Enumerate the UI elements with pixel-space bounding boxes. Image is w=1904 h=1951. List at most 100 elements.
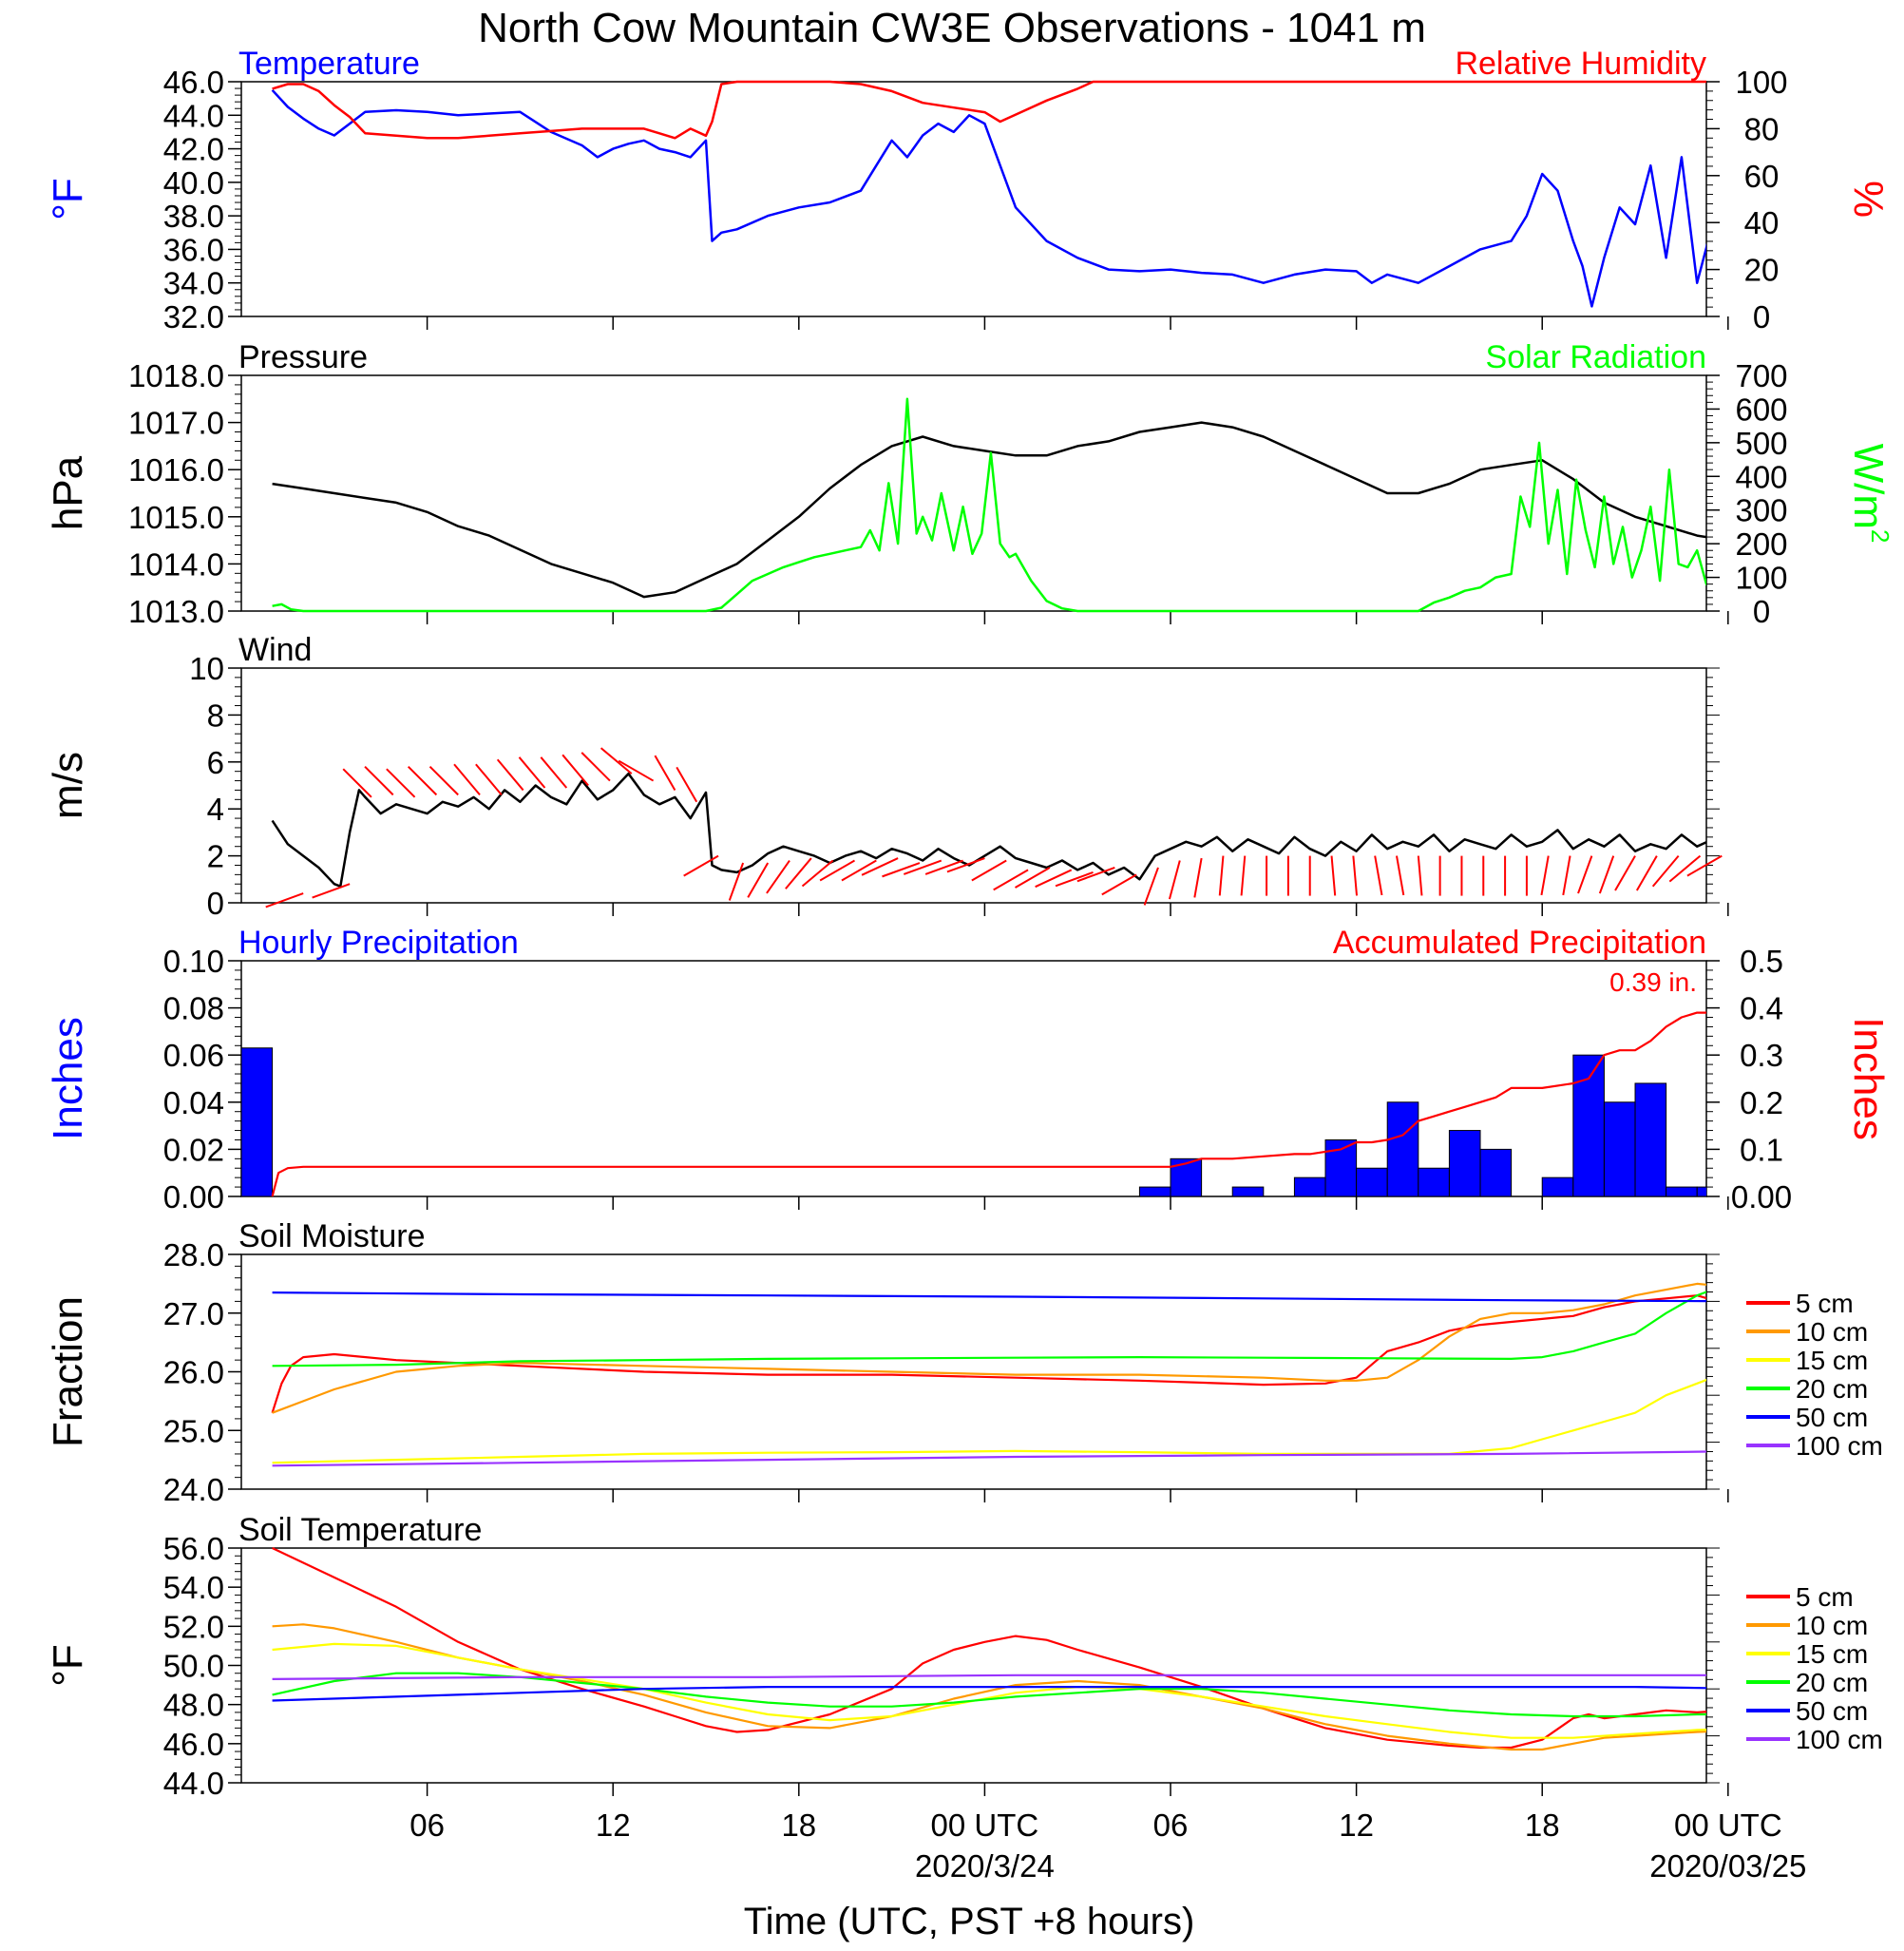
series-line-relative-humidity <box>272 80 1706 140</box>
legend-label: 15 cm <box>1796 1346 1868 1375</box>
wind-barb <box>1330 855 1337 896</box>
precip-bar <box>1572 1054 1605 1197</box>
y-tick-label: 32.0 <box>163 299 224 335</box>
wind-barb <box>924 859 963 875</box>
wind-barb <box>581 752 611 782</box>
wind-barb <box>1076 867 1115 883</box>
wind-barb <box>428 765 459 796</box>
wind-barb <box>785 857 812 889</box>
y-right-tick-label: 0.1 <box>1740 1132 1783 1167</box>
wind-barb <box>1417 855 1423 896</box>
legend-label: 15 cm <box>1796 1639 1868 1669</box>
wind-barb <box>1686 854 1723 877</box>
y-right-tick-label: 700 <box>1735 358 1787 393</box>
y-tick-label: 0 <box>207 886 224 921</box>
y-tick-label: 56.0 <box>163 1531 224 1566</box>
wind-barb <box>861 857 899 876</box>
wind-barb <box>1577 855 1593 894</box>
wind-barb <box>747 862 770 898</box>
x-tick-label: 00 UTC <box>1674 1808 1782 1843</box>
precip-bar <box>1386 1101 1419 1197</box>
legend-label: 10 cm <box>1796 1611 1868 1640</box>
y-tick-label: 1015.0 <box>128 500 224 535</box>
y-tick-label: 0.10 <box>163 944 224 979</box>
precip-bar <box>241 1047 274 1197</box>
wind-barb <box>1193 857 1203 898</box>
wind-barbs <box>265 747 1723 909</box>
x-tick-label: 18 <box>1525 1808 1560 1843</box>
y-tick-label: 0.06 <box>163 1038 224 1073</box>
y-tick-label: 1016.0 <box>128 452 224 488</box>
y-tick-label: 1018.0 <box>128 358 224 393</box>
y-tick-label: 0.04 <box>163 1085 224 1120</box>
wind-barb <box>1014 867 1051 889</box>
panel-left-title: Pressure <box>238 339 368 375</box>
precip-bar <box>1231 1186 1265 1197</box>
series-line-wind <box>271 772 1706 888</box>
series-line-pressure <box>272 421 1706 599</box>
wind-barb <box>600 747 633 775</box>
wind-barb <box>453 763 481 796</box>
panel-left-title: Wind <box>238 632 312 668</box>
precip-bar <box>1479 1148 1513 1197</box>
wind-barb <box>654 755 676 791</box>
y-right-tick-label: 0.2 <box>1740 1085 1783 1120</box>
y-tick-label: 0.02 <box>163 1132 224 1167</box>
y-tick-label: 27.0 <box>163 1296 224 1331</box>
y-right-tick-label: 400 <box>1735 459 1787 494</box>
y-tick-label: 1013.0 <box>128 594 224 629</box>
y-tick-label: 54.0 <box>163 1570 224 1605</box>
y-right-tick-label: 100 <box>1735 561 1787 596</box>
wind-barb <box>1101 873 1137 896</box>
y-tick-label: 48.0 <box>163 1688 224 1723</box>
y-right-tick-label: 80 <box>1744 111 1780 146</box>
x-tick-label: 06 <box>409 1808 445 1843</box>
legend-label: 5 cm <box>1796 1289 1854 1318</box>
precip-bar <box>1541 1176 1574 1197</box>
y-right-tick-label: 0.3 <box>1740 1038 1783 1073</box>
wind-barb <box>1396 855 1405 896</box>
precip-bar <box>1418 1167 1450 1197</box>
wind-barb <box>312 883 351 899</box>
wind-barb <box>342 768 372 798</box>
legend-label: 50 cm <box>1796 1403 1868 1432</box>
wind-barb <box>1562 855 1571 896</box>
wind-barb <box>882 862 921 878</box>
pressure-solar-panel: 1013.0 1014.0 1015.0 1016.0 1017.0 1018.0 0100… <box>45 339 1894 629</box>
wind-barb <box>475 763 503 796</box>
wind-barb <box>265 892 304 909</box>
wind-barb <box>1614 855 1636 891</box>
wind-barb <box>1240 855 1247 896</box>
precip-panel: 0.00 0.02 0.04 0.06 0.08 0.10 0.00 0.1 0.2 0.3 0.4… <box>45 925 1892 1215</box>
panel-left-title: Temperature <box>238 46 420 82</box>
y-right-tick-label: 500 <box>1735 426 1787 461</box>
precip-bar <box>1634 1082 1667 1197</box>
wind-barb <box>1035 869 1073 889</box>
y-right-tick-label: 300 <box>1735 493 1787 528</box>
legend-label: 5 cm <box>1796 1582 1854 1612</box>
plot-frame <box>240 667 1707 904</box>
y-axis-unit-left: m/s <box>45 752 91 819</box>
wind-barb <box>1168 860 1181 900</box>
plot-frame <box>240 81 1707 317</box>
precip-bar <box>1696 1186 1706 1197</box>
panels: 32.034.036.038.040.042.044.046.002040608… <box>45 46 1894 1801</box>
y-axis-unit-left: °F <box>45 178 91 220</box>
plot-frame <box>240 374 1707 612</box>
y-tick-label: 8 <box>207 698 224 733</box>
accumulated-total-label: 0.39 in. <box>1609 967 1697 997</box>
legend-label: 20 cm <box>1796 1668 1868 1697</box>
series-line-5-cm <box>272 1547 1706 1750</box>
series-line-100-cm <box>272 1674 1706 1680</box>
wind-barb <box>841 859 877 882</box>
y-tick-label: 44.0 <box>163 98 224 133</box>
wind-panel: 0 2 4 6 8 10 Wind m/s <box>45 632 1729 921</box>
y-tick-label: 0.08 <box>163 991 224 1026</box>
y-right-tick-label: 0 <box>1753 594 1770 629</box>
y-right-tick-label: 0.4 <box>1740 991 1783 1026</box>
y-tick-label: 4 <box>207 792 224 827</box>
y-right-tick-label: 60 <box>1744 159 1780 194</box>
wind-barb <box>518 756 546 789</box>
y-axis-unit-left: Inches <box>45 1017 91 1140</box>
